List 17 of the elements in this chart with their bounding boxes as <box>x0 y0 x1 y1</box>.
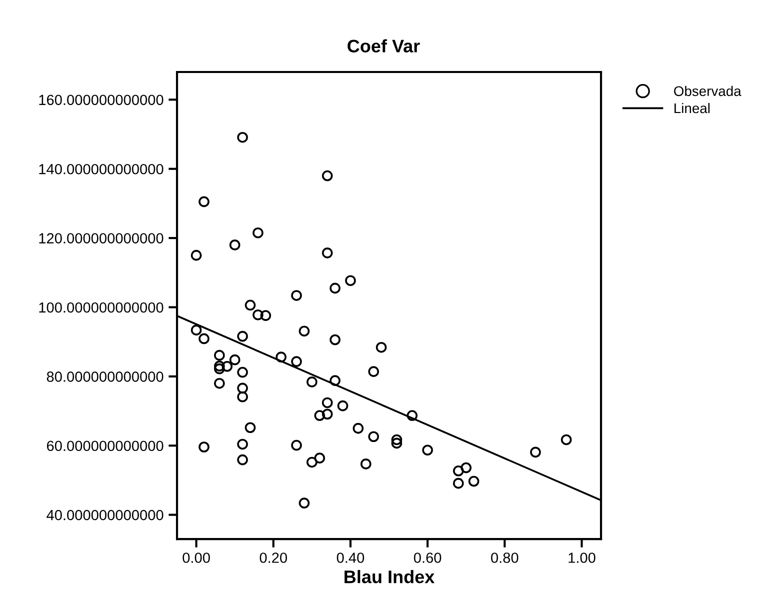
y-tick-label: 100.000000000000 <box>39 302 164 313</box>
x-tick-label: 0.00 <box>182 552 210 563</box>
y-tick-label: 60.000000000000 <box>46 440 164 452</box>
y-tick-label: 80.000000000000 <box>46 372 164 382</box>
chart-title: Coef Var <box>348 39 420 52</box>
x-tick-label: 1.00 <box>568 552 596 563</box>
x-tick-label: 0.80 <box>491 552 518 563</box>
y-tick-label: 160.000000000000 <box>39 94 164 106</box>
legend-label: Lineal <box>674 102 710 114</box>
x-axis-title: Blau Index <box>344 570 435 584</box>
x-tick-label: 0.60 <box>414 552 442 563</box>
y-tick-label: 40.000000000000 <box>46 510 164 520</box>
x-tick-label: 0.40 <box>336 552 364 563</box>
x-tick-label: 0.20 <box>260 552 288 563</box>
legend-label: Observada <box>674 86 742 96</box>
y-tick-label: 120.000000000000 <box>39 233 164 244</box>
y-tick-label: 140.000000000000 <box>39 164 164 174</box>
